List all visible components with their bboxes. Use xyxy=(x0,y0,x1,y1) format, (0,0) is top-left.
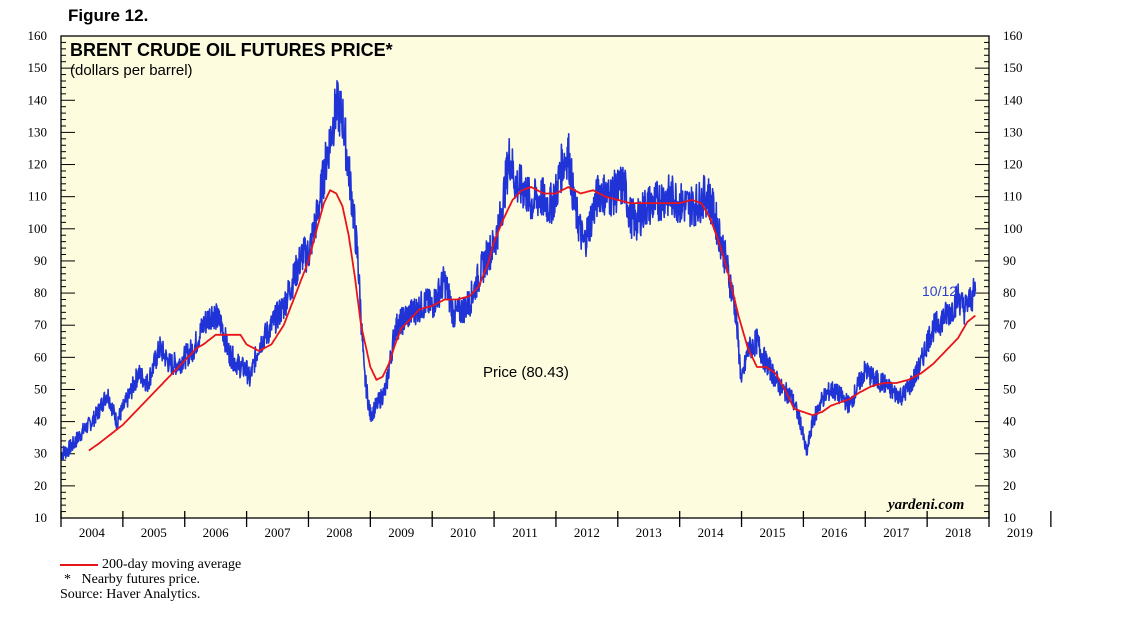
y-tick-label-right: 90 xyxy=(1003,253,1016,268)
x-tick-label: 2014 xyxy=(698,525,725,540)
y-tick-label-left: 130 xyxy=(28,124,48,139)
y-tick-label-right: 150 xyxy=(1003,60,1023,75)
y-tick-label-left: 40 xyxy=(34,414,47,429)
footnote-text: Nearby futures price. xyxy=(81,572,201,587)
legend-item-moving-average: 200-day moving average xyxy=(60,557,241,572)
y-tick-label-left: 160 xyxy=(28,28,48,43)
x-tick-label: 2006 xyxy=(203,525,230,540)
legend-swatch xyxy=(60,563,98,566)
x-tick-label: 2015 xyxy=(759,525,785,540)
y-tick-label-left: 20 xyxy=(34,478,47,493)
watermark: yardeni.com xyxy=(888,497,965,513)
y-tick-label-right: 70 xyxy=(1003,317,1016,332)
x-tick-label: 2005 xyxy=(141,525,167,540)
y-tick-label-right: 140 xyxy=(1003,92,1023,107)
y-tick-label-left: 60 xyxy=(34,349,47,364)
y-tick-label-left: 140 xyxy=(28,92,48,107)
footnote: * Nearby futures price. xyxy=(60,572,241,587)
last-date-annotation: 10/12 xyxy=(922,283,958,299)
y-tick-label-right: 130 xyxy=(1003,124,1023,139)
legend-label: 200-day moving average xyxy=(102,557,242,572)
x-tick-label: 2012 xyxy=(574,525,600,540)
y-tick-label-right: 110 xyxy=(1003,189,1022,204)
y-tick-label-right: 20 xyxy=(1003,478,1016,493)
y-tick-label-left: 110 xyxy=(28,189,47,204)
x-axis: 2004 2005 2006 2007 2008 2009 2010 2011 2012 2013… xyxy=(60,511,1052,540)
y-tick-label-right: 100 xyxy=(1003,221,1023,236)
y-tick-label-left: 150 xyxy=(28,60,48,75)
x-tick-label: 2007 xyxy=(265,525,292,540)
y-tick-label-left: 10 xyxy=(34,510,47,525)
plot-frame xyxy=(60,35,990,519)
x-tick-label: 2016 xyxy=(821,525,848,540)
y-tick-label-right: 50 xyxy=(1003,381,1016,396)
chart-title: BRENT CRUDE OIL FUTURES PRICE* xyxy=(70,40,393,60)
x-tick-label: 2018 xyxy=(945,525,971,540)
footnote-marker: * xyxy=(64,572,71,587)
y-tick-label-right: 60 xyxy=(1003,349,1016,364)
y-tick-label-right: 40 xyxy=(1003,414,1016,429)
y-tick-label-left: 30 xyxy=(34,446,47,461)
x-tick-label: 2017 xyxy=(883,525,910,540)
x-tick-label: 2011 xyxy=(512,525,538,540)
x-tick-label: 2019 xyxy=(1007,525,1033,540)
legend: 200-day moving average * Nearby futures … xyxy=(60,557,241,602)
series-moving-average-line xyxy=(88,186,976,452)
y-axis-left: 10 20 30 40 50 60 70 80 90 100 110 120 130 140 150 160 xyxy=(28,28,75,525)
y-tick-label-left: 90 xyxy=(34,253,47,268)
x-tick-label: 2013 xyxy=(636,525,662,540)
y-tick-label-right: 30 xyxy=(1003,446,1016,461)
series-price-line xyxy=(60,80,977,461)
y-tick-label-left: 120 xyxy=(28,157,48,172)
x-tick-label: 2009 xyxy=(388,525,414,540)
y-tick-label-left: 100 xyxy=(28,221,48,236)
y-tick-label-right: 10 xyxy=(1003,510,1016,525)
figure-label: Figure 12. xyxy=(68,6,149,25)
chart-subtitle: (dollars per barrel) xyxy=(70,62,193,79)
price-annotation: Price (80.43) xyxy=(483,364,569,381)
x-tick-label: 2004 xyxy=(79,525,106,540)
source-note: Source: Haver Analytics. xyxy=(60,587,201,602)
y-tick-label-right: 80 xyxy=(1003,285,1016,300)
y-tick-label-left: 50 xyxy=(34,381,47,396)
y-tick-label-left: 70 xyxy=(34,317,47,332)
x-tick-label: 2008 xyxy=(326,525,352,540)
y-tick-label-left: 80 xyxy=(34,285,47,300)
y-tick-label-right: 120 xyxy=(1003,157,1023,172)
series-layer xyxy=(60,80,977,461)
plot-area xyxy=(61,36,989,518)
x-tick-label: 2010 xyxy=(450,525,476,540)
y-tick-label-right: 160 xyxy=(1003,28,1023,43)
